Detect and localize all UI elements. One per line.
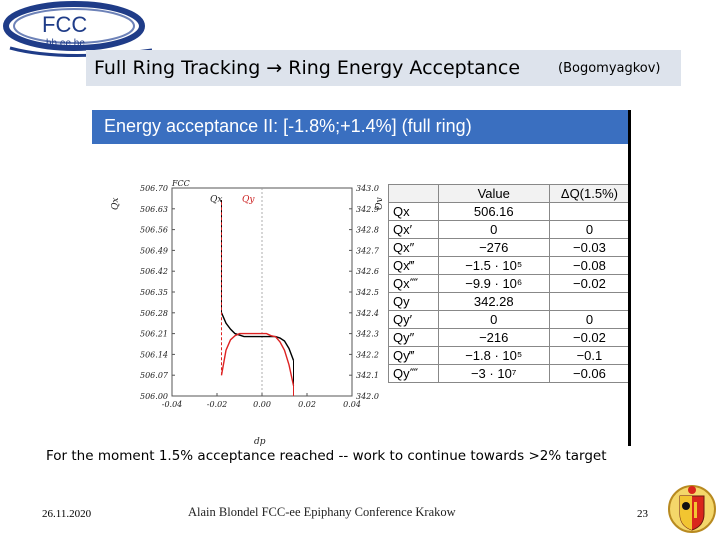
- table-row: Qx⁗ −9.9 · 10⁶ −0.02: [388, 274, 631, 293]
- series-line-qx: [220, 312, 295, 361]
- energy-acceptance-figure: Energy acceptance II: [-1.8%;+1.4%] (ful…: [92, 110, 631, 446]
- curve-label-black: Qx: [210, 195, 222, 205]
- left-tick-label: 506.42: [140, 267, 168, 276]
- logo-text: FCC: [42, 12, 87, 37]
- page-number: 23: [637, 508, 648, 520]
- right-tick-label: 342.3: [356, 330, 379, 339]
- table-cell: Qy‴: [388, 346, 439, 365]
- right-tick-label: 342.5: [356, 288, 379, 297]
- right-tick-label: 342.8: [356, 226, 379, 235]
- table-cell: −1.8 · 10⁵: [437, 346, 550, 365]
- right-tick-label: 342.0: [356, 392, 379, 401]
- slide-title: Full Ring Tracking → Ring Energy Accepta…: [94, 57, 521, 79]
- table-cell: Qx″: [388, 238, 439, 257]
- table-cell: Qy: [388, 292, 439, 311]
- logo-subtext: hh ee he: [46, 38, 85, 49]
- table-cell: −0.1: [548, 346, 631, 365]
- table-cell: −0.03: [548, 238, 631, 257]
- table-cell: −1.5 · 10⁵: [437, 256, 550, 275]
- table-row: Qy 342.28: [388, 292, 631, 311]
- table-cell: Qy⁗: [388, 364, 439, 383]
- figure-header-text: Energy acceptance II: [-1.8%;+1.4%] (ful…: [104, 116, 472, 136]
- footer-center: Alain Blondel FCC-ee Epiphany Conference…: [188, 505, 456, 519]
- right-tick-label: 342.7: [356, 246, 380, 255]
- right-axis-label: Qy: [375, 197, 382, 210]
- footer-date: 26.11.2020: [42, 508, 92, 520]
- table-cell: −3 · 10⁷: [437, 364, 550, 383]
- right-tick-label: 342.2: [356, 350, 379, 359]
- table-cell: −0.08: [548, 256, 631, 275]
- geneva-crest-icon: [667, 480, 717, 538]
- bottom-note: For the moment 1.5% acceptance reached -…: [46, 448, 607, 464]
- series-line-qy: [220, 332, 295, 386]
- table-cell: Qx‴: [388, 256, 439, 275]
- tune-plot: FCC Qx Qy Qx Qy dp 506.70 506.63 506.56 506…: [111, 179, 382, 446]
- table-cell: Qx′: [388, 220, 439, 239]
- right-tick-label: 342.9: [356, 205, 379, 214]
- table-header-cell: ΔQ(1.5%): [548, 184, 631, 203]
- table-cell: −216: [437, 328, 550, 347]
- table-row: Qy‴ −1.8 · 10⁵ −0.1: [388, 346, 631, 365]
- table-cell: Qx⁗: [388, 274, 439, 293]
- table-row: Qx‴ −1.5 · 10⁵ −0.08: [388, 256, 631, 275]
- slide-author: (Bogomyagkov): [558, 61, 661, 76]
- left-tick-label: 506.00: [140, 392, 168, 401]
- left-tick-label: 506.28: [140, 309, 168, 318]
- left-axis-label: Qx: [111, 198, 121, 210]
- table-header-cell: [388, 184, 439, 203]
- x-tick-label: 0.04: [343, 400, 361, 409]
- x-axis-label: dp: [254, 437, 266, 446]
- right-tick-label: 342.6: [356, 267, 379, 276]
- table-row: Qx′ 0 0: [388, 220, 631, 239]
- vertical-divider: [628, 110, 631, 446]
- x-tick-label: -0.02: [207, 400, 228, 409]
- table-header-cell: Value: [437, 184, 550, 203]
- x-tick-label: -0.04: [162, 400, 183, 409]
- curve-label-red: Qy: [242, 195, 255, 205]
- left-tick-label: 506.70: [140, 184, 168, 193]
- left-tick-label: 506.63: [140, 205, 168, 214]
- left-tick-label: 506.07: [140, 371, 169, 380]
- table-row: Qy″ −216 −0.02: [388, 328, 631, 347]
- x-tick-label: 0.00: [253, 400, 271, 409]
- table-cell: Qy″: [388, 328, 439, 347]
- left-tick-label: 506.14: [140, 350, 168, 359]
- table-row: Qx″ −276 −0.03: [388, 238, 631, 257]
- table-row: Qx 506.16: [388, 202, 631, 221]
- table-cell: 0: [437, 310, 550, 329]
- left-tick-label: 506.56: [140, 226, 168, 235]
- derivative-table: Value ΔQ(1.5%) Qx 506.16 Qx′ 0 0 Qx″ −276 −0.03 Qx…: [388, 184, 631, 383]
- table-cell: −0.02: [548, 328, 631, 347]
- table-cell: Qx: [388, 202, 439, 221]
- figure-header: Energy acceptance II: [-1.8%;+1.4%] (ful…: [92, 110, 630, 144]
- table-cell: [548, 202, 631, 221]
- left-tick-label: 506.21: [140, 330, 168, 339]
- right-tick-label: 342.4: [356, 309, 379, 318]
- left-tick-label: 506.35: [140, 288, 168, 297]
- table-cell: 342.28: [437, 292, 550, 311]
- right-tick-label: 343.0: [356, 184, 379, 193]
- table-cell: −0.02: [548, 274, 631, 293]
- table-cell: 0: [548, 310, 631, 329]
- table-header-row: Value ΔQ(1.5%): [388, 184, 631, 203]
- fcc-logo: FCC hh ee he: [2, 0, 153, 60]
- table-cell: [548, 292, 631, 311]
- table-cell: −0.06: [548, 364, 631, 383]
- table-cell: 0: [437, 220, 550, 239]
- table-row: Qy′ 0 0: [388, 310, 631, 329]
- plot-corner-label: FCC: [171, 179, 190, 188]
- right-tick-label: 342.1: [356, 371, 379, 380]
- left-tick-label: 506.49: [140, 246, 168, 255]
- table-cell: −9.9 · 10⁶: [437, 274, 550, 293]
- table-row: Qy⁗ −3 · 10⁷ −0.06: [388, 364, 631, 383]
- table-cell: −276: [437, 238, 550, 257]
- table-cell: 506.16: [437, 202, 550, 221]
- title-bar: Full Ring Tracking → Ring Energy Accepta…: [86, 50, 681, 86]
- table-cell: Qy′: [388, 310, 439, 329]
- x-tick-label: 0.02: [298, 400, 316, 409]
- table-cell: 0: [548, 220, 631, 239]
